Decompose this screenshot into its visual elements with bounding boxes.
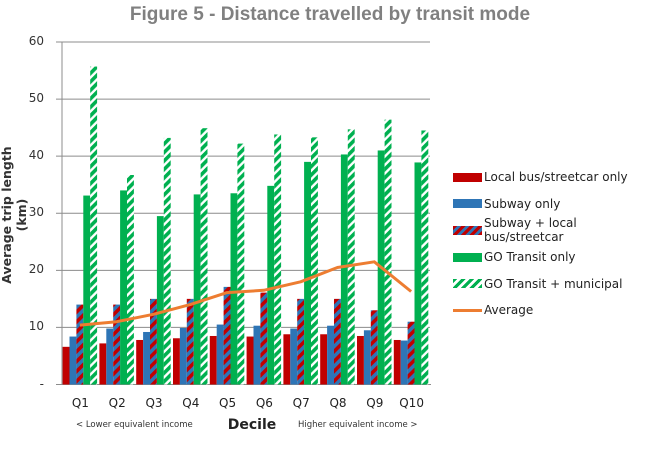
x-annotation-right: Higher equivalent income >: [298, 420, 418, 430]
legend-swatch-subway: [453, 199, 482, 209]
bar: [216, 324, 224, 385]
bar: [283, 334, 291, 385]
legend-swatch-go-transit: [453, 252, 482, 262]
bar: [120, 190, 127, 385]
bar: [113, 304, 121, 385]
chart-title: Figure 5 - Distance travelled by transit…: [129, 4, 531, 25]
bar: [370, 310, 378, 385]
bar: [297, 298, 305, 385]
bar: [106, 328, 114, 385]
legend-item-go-transit: GO Transit only: [453, 244, 660, 271]
bar: [179, 327, 187, 385]
legend-label: Average: [484, 303, 534, 318]
bar: [267, 185, 275, 385]
bar: [253, 325, 261, 385]
legend-swatch-local-bus: [453, 172, 482, 182]
bar: [76, 304, 84, 385]
bar: [200, 128, 208, 385]
x-tick-label: Q5: [219, 396, 237, 410]
bar: [260, 292, 268, 385]
bar: [163, 137, 171, 385]
bar-series: [62, 66, 429, 385]
average-line-path: [79, 260, 413, 327]
legend-swatch-average: [453, 308, 482, 312]
bar: [246, 336, 254, 385]
bar: [69, 336, 77, 385]
bar: [274, 134, 282, 385]
x-tick-label: Q1: [71, 396, 89, 410]
legend-label: Subway only: [484, 196, 561, 211]
x-tick-label: Q3: [145, 396, 163, 410]
average-line: [79, 260, 413, 327]
bar: [414, 162, 422, 385]
bar: [304, 161, 311, 385]
x-tick-label: Q4: [182, 396, 200, 410]
legend-item-average: Average: [453, 297, 660, 324]
bar: [90, 66, 98, 385]
y-tick-label: 30: [28, 205, 44, 220]
bar: [143, 331, 150, 385]
bar: [193, 194, 201, 385]
bar: [173, 338, 180, 385]
x-annotation-left: < Lower equivalent income: [76, 420, 193, 430]
bar: [223, 286, 231, 385]
bar: [209, 335, 217, 385]
bar: [363, 330, 371, 385]
bar: [347, 129, 355, 385]
bar: [357, 335, 364, 385]
x-tick-label: Q9: [366, 396, 384, 410]
legend-item-subway: Subway only: [453, 191, 660, 218]
legend-label: GO Transit only: [484, 250, 576, 265]
bar: [384, 119, 392, 385]
bar: [407, 321, 415, 385]
y-tick-label: 60: [28, 34, 44, 48]
bar: [230, 193, 238, 385]
y-tick-label: 40: [28, 148, 44, 163]
bar: [127, 175, 134, 385]
legend-swatch-go-municipal: [453, 279, 482, 289]
legend-item-local-bus: Local bus/streetcar only: [453, 164, 660, 191]
x-tick-label: Q2: [108, 396, 126, 410]
bar: [99, 343, 107, 385]
legend-item-subway-local: Subway + local bus/streetcar: [453, 216, 660, 245]
legend-item-go-municipal: GO Transit + municipal: [453, 270, 660, 297]
x-tick-label: Q8: [329, 396, 347, 410]
bar: [186, 298, 194, 385]
legend-swatch-subway-local: [453, 225, 482, 235]
x-tick-label: Q7: [292, 396, 310, 410]
bar: [62, 346, 70, 385]
bar: [327, 325, 334, 385]
bar: [156, 216, 164, 385]
bar: [340, 154, 348, 385]
legend-label: Subway + local bus/streetcar: [483, 216, 577, 245]
x-axis-label: Decile: [227, 417, 277, 433]
bar: [400, 340, 408, 385]
y-tick-label: 50: [28, 91, 44, 106]
legend-label: Local bus/streetcar only: [484, 170, 628, 185]
bar: [83, 195, 91, 385]
bar: [237, 143, 245, 385]
x-tick-label: Q6: [255, 396, 273, 410]
bar: [311, 137, 318, 385]
y-tick-label: 20: [28, 262, 44, 277]
bar: [421, 130, 429, 385]
y-tick-label: -: [39, 376, 44, 391]
bar: [320, 334, 328, 385]
bar: [150, 298, 157, 385]
x-tick-label: Q10: [399, 396, 424, 410]
bar: [334, 298, 341, 385]
legend-label: GO Transit + municipal: [484, 276, 623, 291]
bar: [290, 328, 298, 385]
bar: [136, 339, 144, 385]
y-tick-label: 10: [28, 319, 44, 334]
legend: Local bus/streetcar only Subway only Sub…: [453, 164, 660, 324]
bar: [393, 339, 401, 385]
